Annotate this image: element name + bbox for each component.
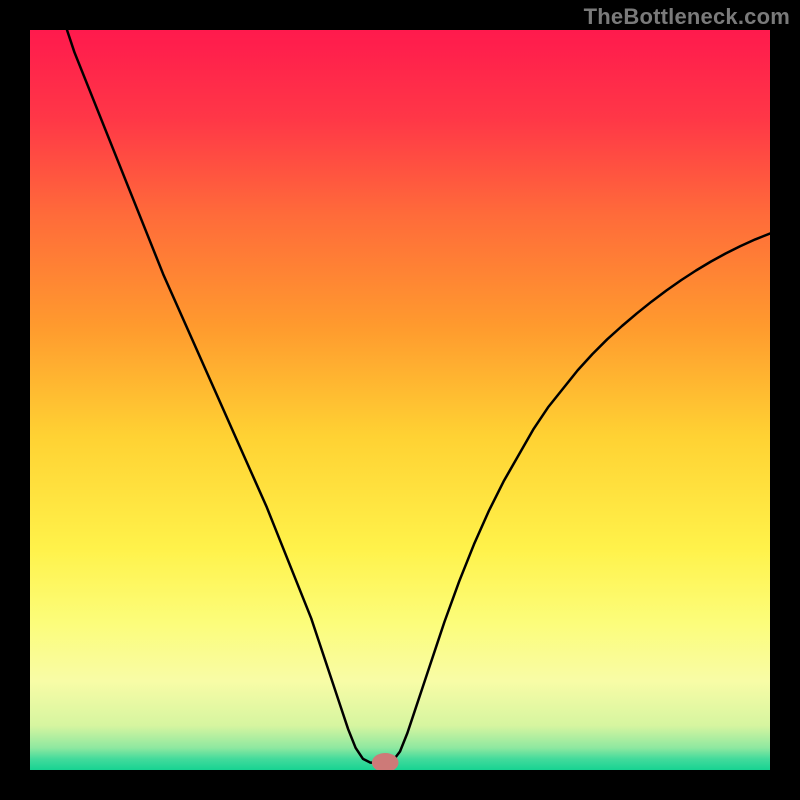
gradient-background xyxy=(30,30,770,770)
watermark-text: TheBottleneck.com xyxy=(584,4,790,30)
chart-container: TheBottleneck.com xyxy=(0,0,800,800)
plot-area xyxy=(30,30,770,770)
bottleneck-curve-chart xyxy=(30,30,770,770)
